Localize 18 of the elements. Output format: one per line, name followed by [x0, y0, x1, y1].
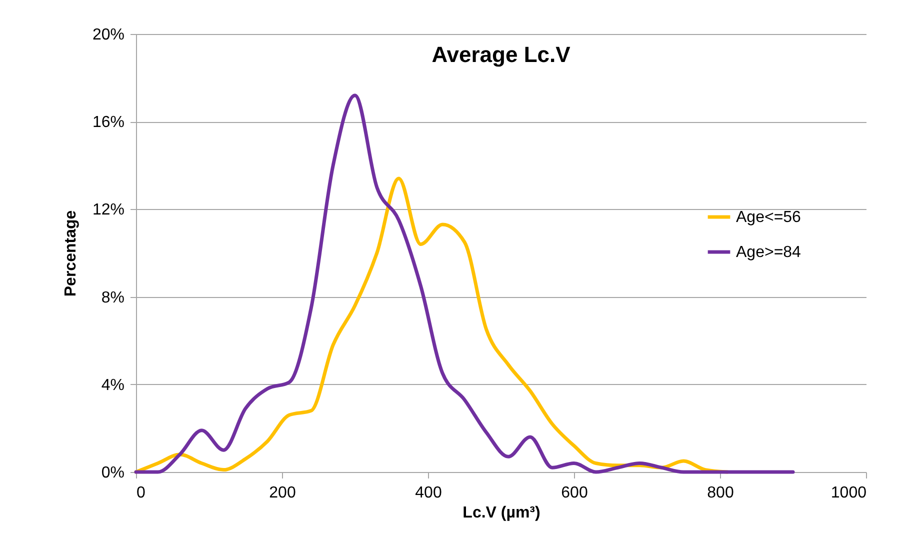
x-tick-label: 400 — [415, 484, 442, 502]
y-tick-label: 12% — [92, 202, 124, 219]
y-tick-label: 16% — [92, 114, 124, 132]
x-tick-label: 200 — [269, 484, 296, 502]
x-axis-title: Lc.V (µm³) — [462, 504, 540, 522]
y-axis-title: Percentage — [62, 210, 80, 297]
x-tick-label: 800 — [707, 484, 734, 502]
line-series — [134, 176, 730, 474]
y-tick-label: 8% — [101, 289, 124, 306]
x-tick-label: 1000 — [830, 484, 867, 502]
x-tick-label: 0 — [136, 484, 146, 502]
legend-label: Age>=84 — [736, 244, 802, 261]
y-tick-label: 20% — [92, 26, 124, 44]
legend-label: Age<=56 — [736, 209, 802, 226]
y-tick-label: 0% — [101, 464, 124, 482]
chart-title: Average Lc.V — [432, 42, 571, 67]
x-tick-label: 600 — [561, 484, 588, 502]
y-tick-label: 4% — [101, 376, 124, 394]
